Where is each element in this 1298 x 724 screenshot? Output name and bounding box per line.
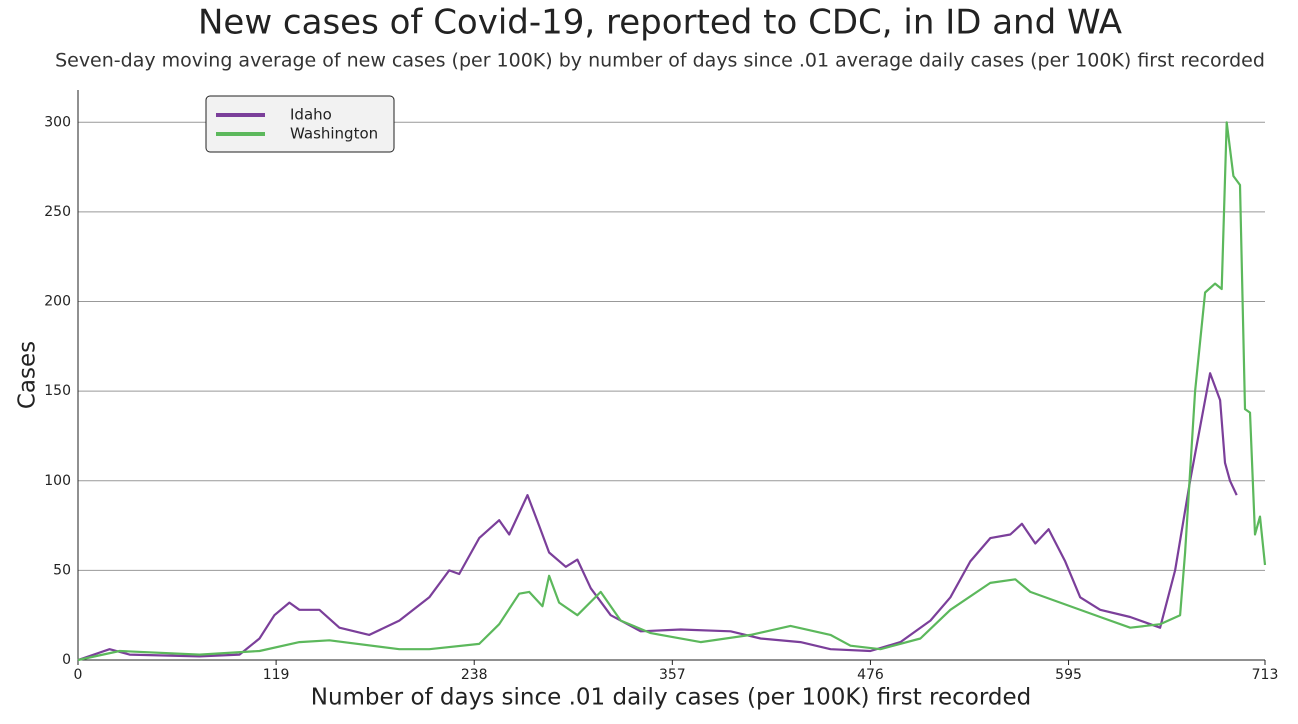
- x-tick-label: 595: [1055, 667, 1082, 683]
- legend-label: Washington: [290, 125, 378, 143]
- legend-label: Idaho: [290, 106, 332, 124]
- x-tick-label: 713: [1252, 667, 1279, 683]
- y-axis-label: Cases: [15, 341, 41, 409]
- y-tick-label: 300: [44, 114, 71, 130]
- y-tick-label: 50: [53, 562, 71, 578]
- line-series: [77, 372, 1238, 662]
- y-tick-label: 150: [44, 383, 71, 399]
- x-tick-label: 238: [461, 667, 488, 683]
- y-tick-label: 250: [44, 204, 71, 220]
- x-tick-label: 0: [74, 667, 83, 683]
- y-tick-label: 200: [44, 294, 71, 310]
- chart-title: New cases of Covid-19, reported to CDC, …: [198, 3, 1122, 43]
- y-tick-label: 100: [44, 473, 71, 489]
- line-series: [77, 121, 1267, 662]
- x-axis-label: Number of days since .01 daily cases (pe…: [311, 685, 1032, 711]
- x-tick-label: 119: [263, 667, 290, 683]
- legend-box: [205, 95, 395, 153]
- x-tick-label: 357: [659, 667, 686, 683]
- y-tick-label: 0: [62, 652, 71, 668]
- chart-subtitle: Seven-day moving average of new cases (p…: [55, 50, 1265, 72]
- x-tick-label: 476: [857, 667, 884, 683]
